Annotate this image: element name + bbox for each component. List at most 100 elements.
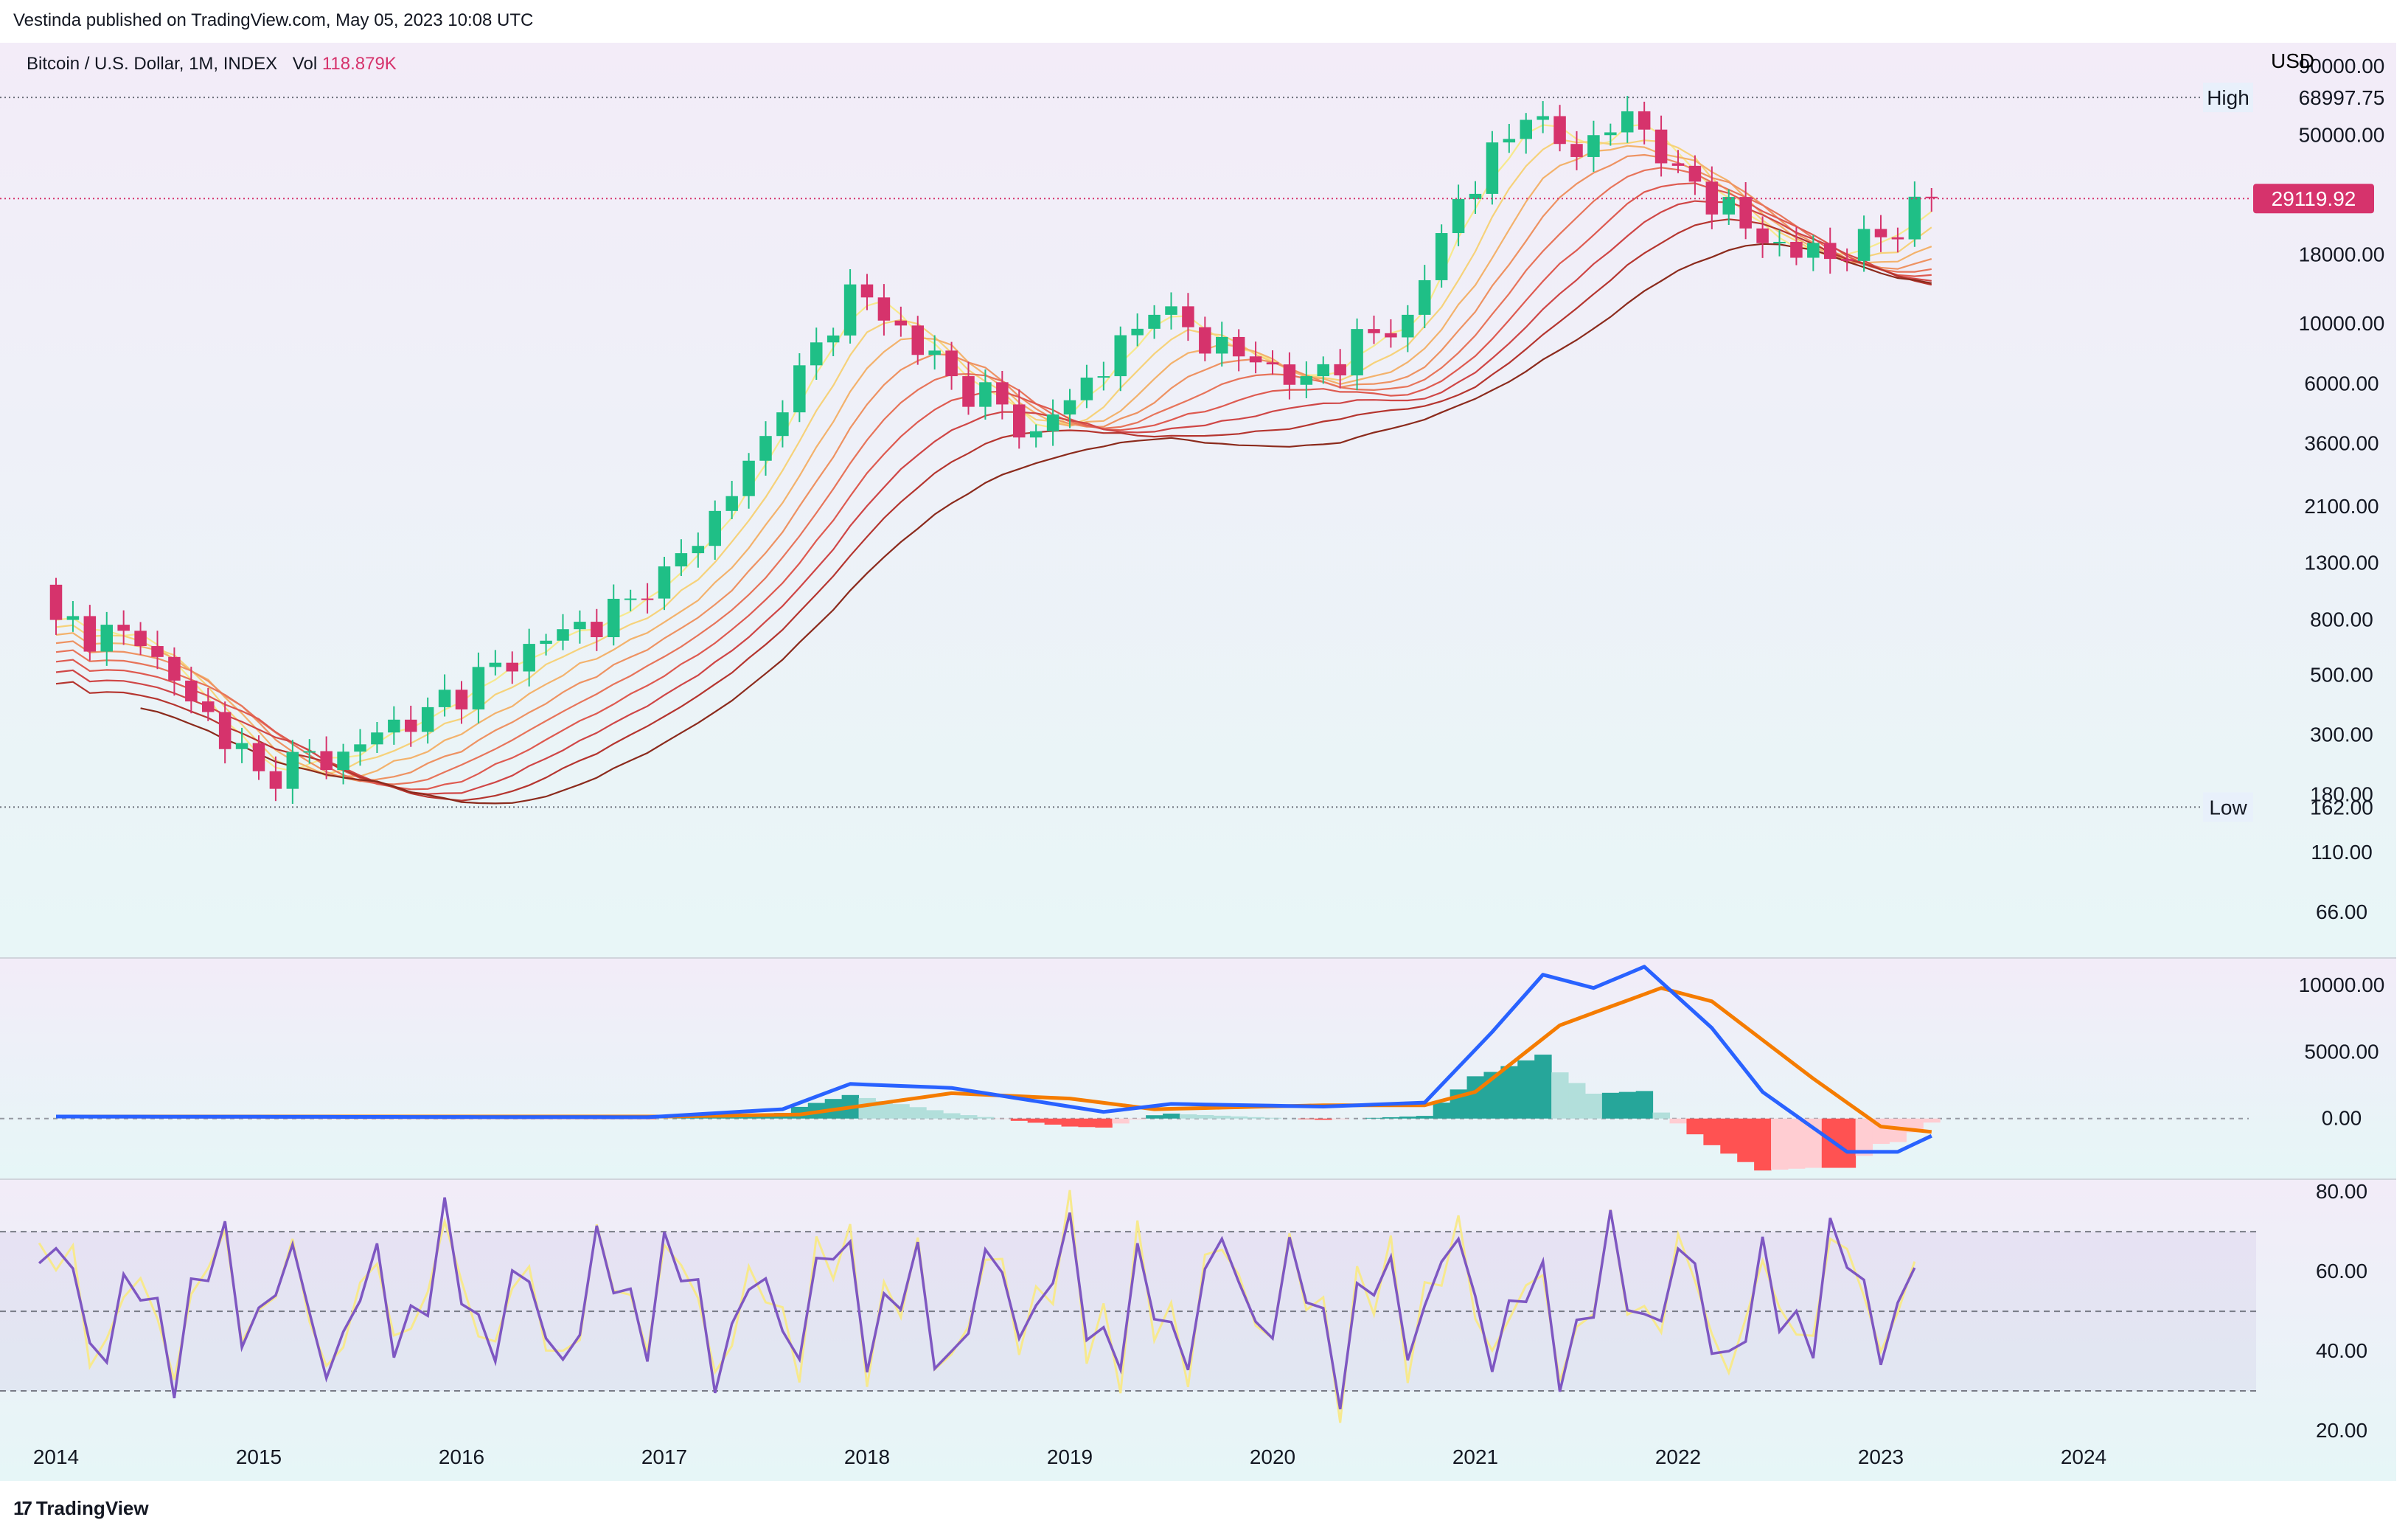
candle-body <box>540 640 552 645</box>
candle-body <box>827 335 840 343</box>
candle-body <box>1486 142 1499 194</box>
candle-body <box>1840 259 1854 261</box>
candle-body <box>1080 378 1093 400</box>
candle-body <box>1891 237 1904 240</box>
candle-body <box>455 690 468 709</box>
candle-body <box>320 751 333 771</box>
candle-body <box>1046 414 1059 431</box>
macd-histogram-bar <box>1315 1118 1332 1120</box>
macd-histogram-bar <box>1230 1116 1248 1119</box>
last-price-label: 29119.92 <box>2272 187 2356 210</box>
last-price-tag <box>2253 184 2374 214</box>
candle-body <box>1654 129 1668 164</box>
candle-body <box>1520 119 1532 139</box>
macd-histogram-bar <box>1365 1117 1383 1119</box>
candle-body <box>1469 193 1482 199</box>
macd-histogram-bar <box>926 1110 944 1119</box>
candle-body <box>66 616 80 620</box>
candle-body <box>911 325 924 355</box>
candle-body <box>1063 400 1076 415</box>
candle-body <box>1739 197 1752 229</box>
candle-body <box>100 625 113 652</box>
macd-histogram-bar <box>1821 1118 1840 1168</box>
macd-histogram-bar <box>1146 1115 1163 1119</box>
candle-body <box>624 598 637 600</box>
price-tick-label: 110.00 <box>2311 841 2373 864</box>
moving-average-ribbon <box>55 123 1932 805</box>
ribbon-line <box>55 145 1932 777</box>
candle-body <box>557 629 569 641</box>
chart-symbol-title: Bitcoin / U.S. Dollar, 1M, INDEX Vol 118… <box>27 54 397 74</box>
price-tick-label: 180.00 <box>2310 783 2373 806</box>
publisher-line: Vestinda published on TradingView.com, M… <box>13 10 534 30</box>
high-label: High <box>2207 86 2249 109</box>
ribbon-line <box>55 167 1932 785</box>
price-tick-label: 1300.00 <box>2304 551 2379 574</box>
rsi-tick-label: 20.00 <box>2316 1419 2367 1442</box>
macd-histogram-bar <box>1061 1118 1079 1127</box>
candle-body <box>1114 335 1127 377</box>
time-tick-label: 2019 <box>1047 1445 1093 1468</box>
candle-body <box>928 350 941 355</box>
candle-body <box>1824 243 1837 260</box>
candle-body <box>1317 364 1329 377</box>
macd-histogram-bar <box>1686 1118 1704 1135</box>
macd-tick-label: 0.00 <box>2322 1107 2362 1130</box>
macd-histogram-bar <box>1771 1118 1789 1170</box>
price-tick-label: 500.00 <box>2310 663 2373 686</box>
candle-body <box>1671 163 1685 166</box>
macd-histogram-bar <box>960 1115 978 1119</box>
candle-body <box>1874 229 1887 237</box>
macd-histogram-bar <box>1889 1118 1907 1142</box>
macd-histogram-bar <box>976 1117 995 1119</box>
candle-body <box>1385 333 1397 338</box>
high-label-box <box>2203 83 2253 113</box>
macd-histogram-bar <box>1618 1091 1637 1119</box>
macd-histogram-bar <box>1568 1083 1586 1119</box>
macd-histogram-bar <box>1737 1118 1755 1162</box>
candle-body <box>1351 329 1363 376</box>
rsi-tick-label: 80.00 <box>2316 1180 2367 1203</box>
candle-body <box>1300 376 1313 385</box>
macd-pane: 10000.00 5000.00 0.00 <box>0 965 2385 1171</box>
candle-body <box>1216 336 1228 354</box>
candle-body <box>1013 404 1026 438</box>
candle-body <box>1756 228 1769 243</box>
currency-label: USD <box>2271 49 2314 72</box>
macd-tick-label: 5000.00 <box>2304 1040 2379 1063</box>
candle-body <box>810 342 823 366</box>
macd-histogram-bar <box>1416 1116 1434 1119</box>
macd-tick-label: 10000.00 <box>2299 973 2385 996</box>
candle-body <box>1790 241 1803 258</box>
candle-body <box>1165 306 1177 315</box>
macd-histogram-bar <box>1264 1117 1281 1119</box>
macd-histogram-bar <box>1855 1118 1873 1156</box>
low-label-box <box>2203 792 2253 822</box>
price-tick-label: 50000.00 <box>2299 123 2385 146</box>
price-tick-label: 3600.00 <box>2304 432 2379 455</box>
macd-pane-background <box>0 959 2396 1178</box>
candle-body <box>354 744 366 752</box>
candle-body <box>1182 306 1194 327</box>
candle-body <box>371 732 383 745</box>
macd-histogram-bar <box>1923 1118 1941 1123</box>
macd-histogram-bar <box>1635 1091 1654 1119</box>
candle-body <box>1773 241 1786 243</box>
macd-histogram-bar <box>1247 1117 1265 1119</box>
candle-body <box>759 436 772 461</box>
candle-body <box>1283 364 1296 385</box>
price-candles <box>49 96 1938 804</box>
time-tick-label: 2020 <box>1250 1445 1295 1468</box>
candle-body <box>168 656 181 681</box>
candle-body <box>945 350 958 377</box>
candle-body <box>421 707 434 732</box>
rsi-pane: 80.00 60.00 40.00 20.00 <box>0 1180 2367 1442</box>
candle-body <box>286 751 299 789</box>
price-tick-label: 90000.00 <box>2299 55 2385 77</box>
candle-body <box>1334 364 1346 376</box>
candle-body <box>1029 431 1043 438</box>
macd-histogram-bar <box>1433 1103 1451 1119</box>
candle-body <box>1587 135 1600 157</box>
price-tick-label: 6000.00 <box>2304 372 2379 395</box>
